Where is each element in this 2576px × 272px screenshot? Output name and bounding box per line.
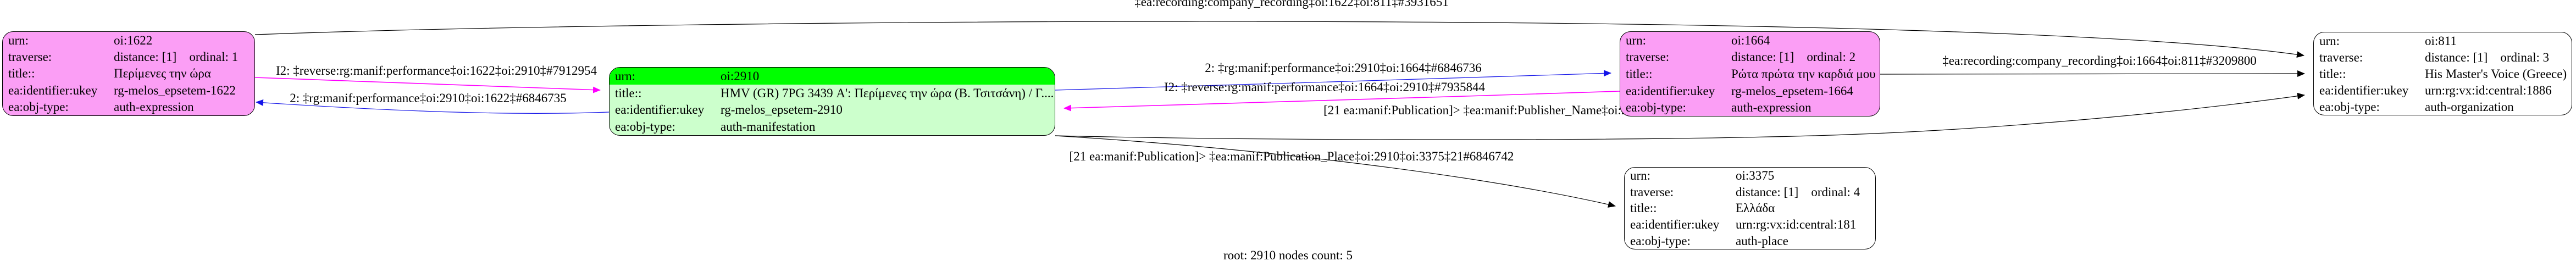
svg-text:2: ‡rg:manif:performance‡oi:29: 2: ‡rg:manif:performance‡oi:2910‡oi:1664… bbox=[1205, 61, 1482, 75]
svg-text:I2: ‡reverse:rg:manif:performa: I2: ‡reverse:rg:manif:performance‡oi:166… bbox=[1164, 80, 1486, 94]
svg-text:‡ea:recording:company_recordin: ‡ea:recording:company_recording‡oi:1664‡… bbox=[1942, 54, 2256, 68]
svg-text:2: ‡rg:manif:performance‡oi:29: 2: ‡rg:manif:performance‡oi:2910‡oi:1622… bbox=[290, 91, 567, 105]
svg-text:[21 ea:manif:Publication]> ‡ea: [21 ea:manif:Publication]> ‡ea:manif:Pub… bbox=[1070, 149, 1514, 163]
svg-text:I2: ‡reverse:rg:manif:performa: I2: ‡reverse:rg:manif:performance‡oi:162… bbox=[276, 64, 597, 77]
svg-text:‡ea:recording:company_recordin: ‡ea:recording:company_recording‡oi:1622‡… bbox=[1134, 0, 1448, 9]
